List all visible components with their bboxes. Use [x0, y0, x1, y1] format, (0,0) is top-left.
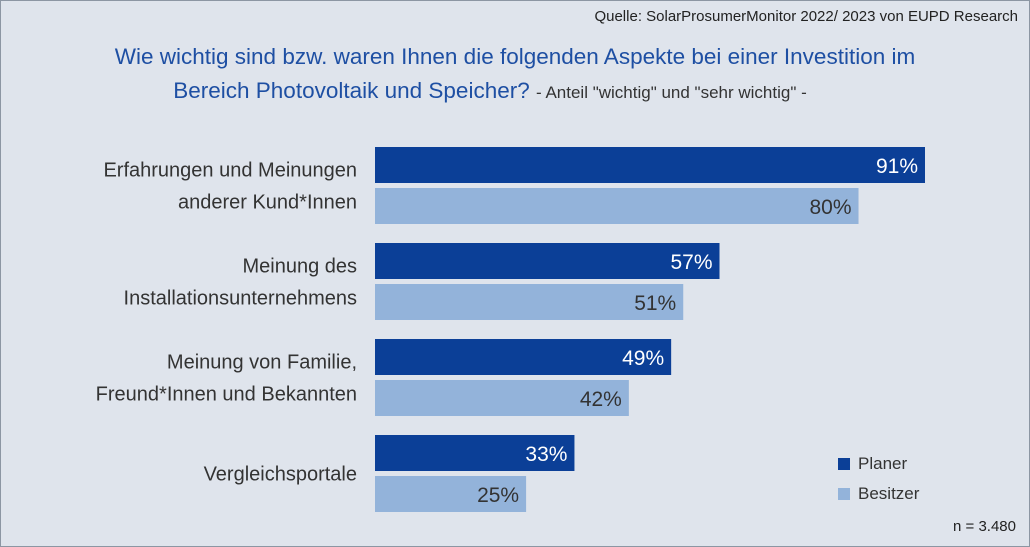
chart-title-line2: Bereich Photovoltaik und Speicher? - Ant…: [173, 78, 807, 103]
data-label: 25%: [477, 484, 519, 507]
bar-besitzer: [375, 188, 859, 224]
category-label: Meinung von Familie,: [167, 352, 357, 374]
data-label: 57%: [670, 251, 712, 274]
category-label: Installationsunternehmens: [124, 288, 357, 310]
category-label: Vergleichsportale: [204, 464, 357, 486]
data-label: 51%: [634, 292, 676, 315]
bar-planer: [375, 435, 575, 471]
category-label: Meinung des: [242, 256, 357, 278]
data-label: 91%: [876, 155, 918, 178]
legend-swatch-besitzer: [838, 488, 850, 500]
category-label: Freund*Innen und Bekannten: [96, 384, 357, 406]
legend-label-planer: Planer: [858, 454, 907, 473]
bar-planer: [375, 147, 925, 183]
data-label: 42%: [580, 388, 622, 411]
bar-besitzer: [375, 284, 684, 320]
bar-besitzer: [375, 380, 629, 416]
data-label: 80%: [809, 196, 851, 219]
legend-label-besitzer: Besitzer: [858, 484, 920, 503]
sample-size: n = 3.480: [953, 518, 1016, 535]
category-label: anderer Kund*Innen: [178, 192, 357, 214]
bar-planer: [375, 243, 720, 279]
data-label: 33%: [525, 443, 567, 466]
category-label: Erfahrungen und Meinungen: [103, 160, 357, 182]
bar-planer: [375, 339, 672, 375]
legend-swatch-planer: [838, 458, 850, 470]
bar-besitzer: [375, 476, 527, 512]
source-note: Quelle: SolarProsumerMonitor 2022/ 2023 …: [594, 8, 1018, 25]
chart-subtitle: - Anteil "wichtig" und "sehr wichtig" -: [536, 83, 807, 102]
data-label: 49%: [622, 347, 664, 370]
chart-title-line1: Wie wichtig sind bzw. waren Ihnen die fo…: [114, 44, 916, 69]
